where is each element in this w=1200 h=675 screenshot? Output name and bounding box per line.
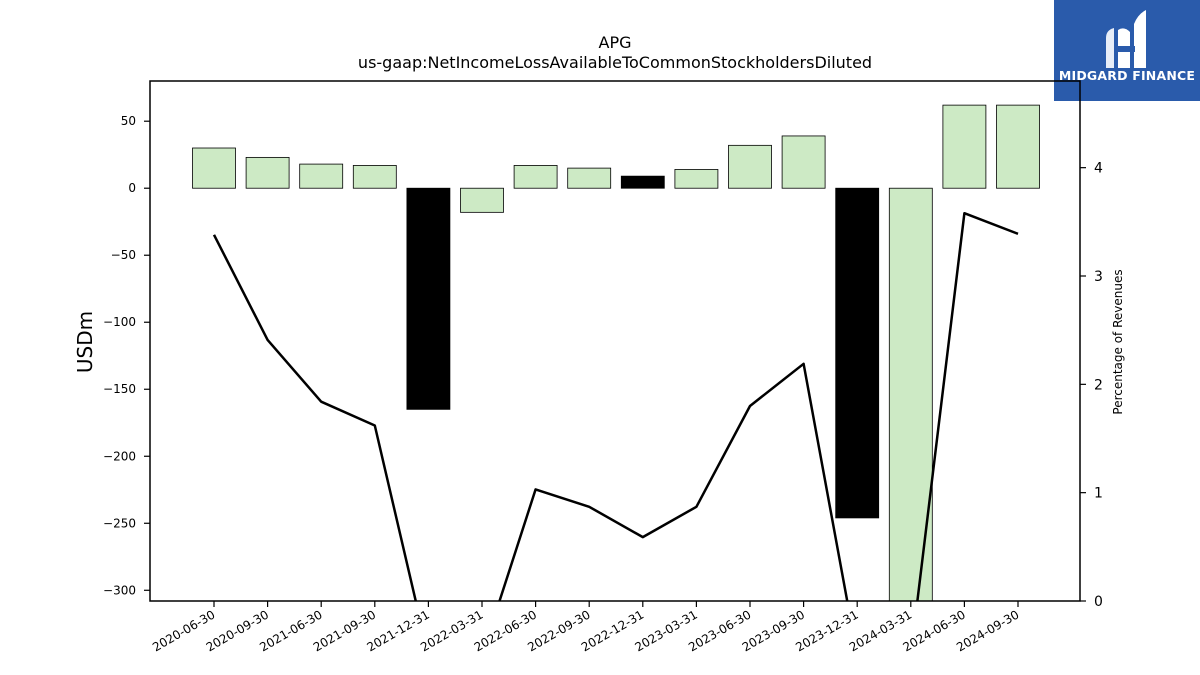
- y-axis-label: USDm: [73, 311, 97, 373]
- y-tick-label: −250: [103, 516, 136, 530]
- bar: [674, 169, 719, 189]
- brand-logo: MIDGARD FINANCE: [1054, 0, 1200, 101]
- bar-group: [192, 104, 1040, 602]
- bar: [513, 165, 558, 189]
- bar: [728, 144, 772, 189]
- brand-name: MIDGARD FINANCE: [1058, 68, 1196, 83]
- y-tick-label: −100: [103, 315, 136, 329]
- y2-axis-label: Percentage of Revenues: [1111, 269, 1125, 414]
- bar: [835, 187, 880, 519]
- bar: [567, 167, 612, 189]
- y-tick-label: 0: [128, 181, 136, 195]
- y2-axis: 4 3 2 1 0: [1080, 161, 1103, 610]
- percentage-line: [212, 211, 1019, 601]
- bar: [460, 187, 504, 213]
- y2-tick-label: 2: [1094, 377, 1103, 393]
- y-tick-label: −200: [103, 449, 136, 463]
- y2-tick-label: 1: [1094, 486, 1103, 502]
- y2-tick-label: 3: [1094, 269, 1103, 285]
- y-tick-label: −50: [111, 248, 136, 262]
- bar: [352, 165, 397, 189]
- bar: [192, 147, 236, 189]
- y2-tick-label: 4: [1094, 161, 1103, 177]
- y2-tick-label: 0: [1094, 594, 1103, 610]
- midgard-logo-icon: [1106, 10, 1146, 68]
- bar: [299, 163, 344, 189]
- bar: [620, 175, 665, 189]
- bar: [781, 135, 826, 189]
- y-axis: 50 0 −50 −100 −150 −200 −250 −300: [103, 114, 150, 597]
- line-group: [212, 211, 1019, 601]
- y-tick-label: 50: [121, 114, 136, 128]
- chart-title: APG: [599, 33, 632, 52]
- x-axis: 2020-06-302020-09-302021-06-302021-09-30…: [150, 601, 1022, 654]
- bar: [406, 187, 451, 410]
- y-tick-label: −150: [103, 382, 136, 396]
- bar: [245, 156, 290, 189]
- bar: [942, 104, 987, 189]
- y-tick-label: −300: [103, 583, 136, 597]
- plot-frame: [149, 80, 1081, 602]
- bar: [996, 104, 1040, 189]
- chart-subtitle: us-gaap:NetIncomeLossAvailableToCommonSt…: [358, 53, 872, 72]
